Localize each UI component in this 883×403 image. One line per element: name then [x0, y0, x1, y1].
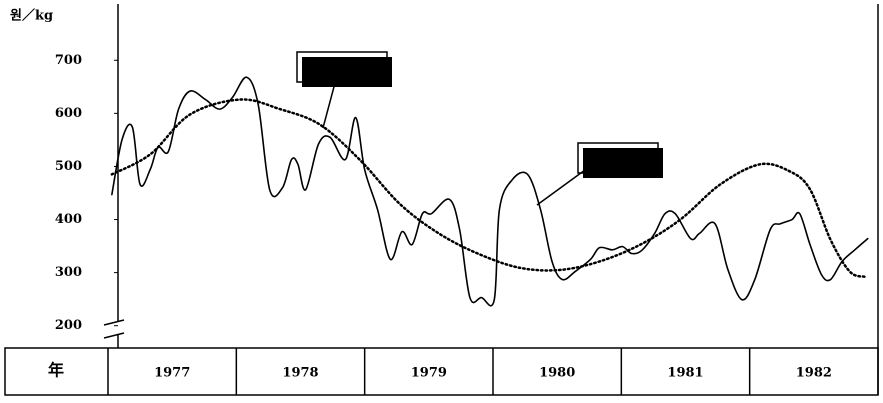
corner-label: 年	[48, 361, 64, 380]
y-tick-label: 600	[55, 106, 82, 121]
axis-break	[103, 332, 125, 339]
x-category-label: 1981	[667, 366, 703, 381]
axis-break	[103, 319, 125, 326]
series-line	[111, 76, 869, 307]
callout-pointer	[536, 169, 586, 206]
y-tick-label: 700	[55, 53, 82, 68]
x-category-label: 1982	[796, 366, 832, 381]
y-tick-label: 300	[55, 265, 82, 280]
y-axis-label: 원／kg	[10, 8, 53, 24]
x-category-label: 1979	[411, 366, 447, 381]
x-category-label: 1980	[539, 366, 575, 381]
legend-label: 推定値	[319, 58, 364, 76]
callout-pointer	[322, 82, 336, 129]
callout-box	[577, 142, 659, 174]
y-tick-label: 400	[55, 212, 82, 227]
year-table	[4, 347, 879, 396]
y-tick-label: 200	[55, 318, 82, 333]
x-category-label: 1977	[154, 366, 190, 381]
y-tick-label: 500	[55, 159, 82, 174]
callout-box	[296, 51, 388, 83]
x-category-label: 1978	[282, 366, 318, 381]
series-line	[110, 98, 867, 279]
legend-label: 實際値	[595, 149, 640, 167]
